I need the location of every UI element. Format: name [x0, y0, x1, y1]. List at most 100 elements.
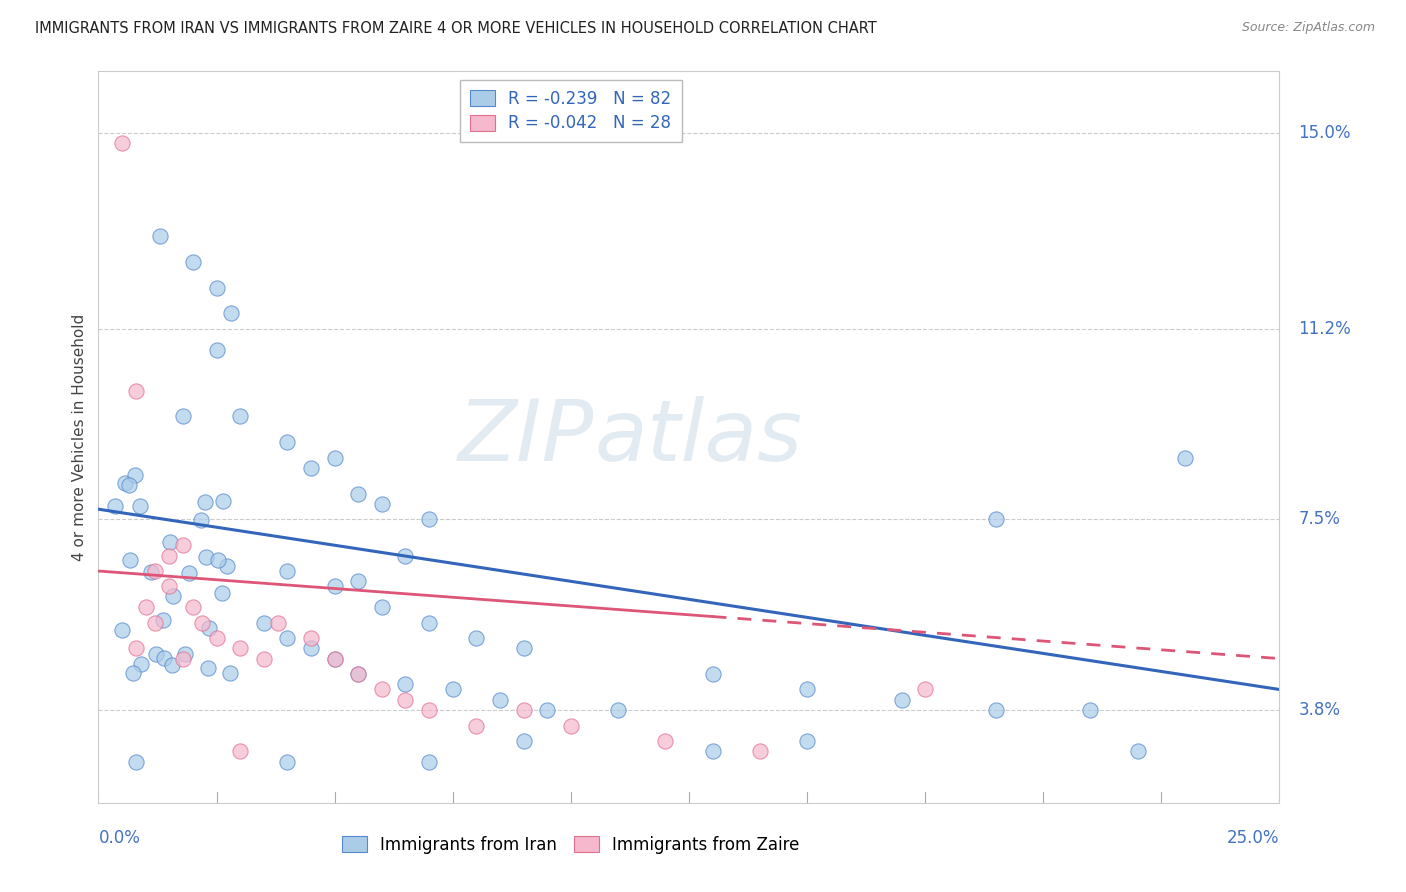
- Point: [181, 600, 204, 615]
- Point: [607, 703, 630, 717]
- Point: [1080, 703, 1102, 717]
- Text: 25.0%: 25.0%: [1227, 829, 1279, 847]
- Point: [560, 718, 582, 732]
- Point: [172, 651, 194, 665]
- Point: [394, 677, 416, 691]
- Point: [207, 553, 229, 567]
- Text: 15.0%: 15.0%: [1298, 124, 1351, 142]
- Point: [536, 703, 558, 717]
- Point: [418, 512, 440, 526]
- Point: [194, 495, 217, 509]
- Point: [323, 651, 346, 665]
- Point: [512, 641, 534, 656]
- Point: [347, 574, 370, 589]
- Point: [211, 585, 233, 599]
- Point: [796, 734, 818, 748]
- Point: [114, 475, 136, 490]
- Point: [219, 306, 242, 320]
- Point: [394, 549, 416, 563]
- Point: [229, 409, 252, 424]
- Point: [118, 478, 141, 492]
- Point: [267, 615, 290, 630]
- Point: [197, 660, 219, 674]
- Point: [347, 667, 370, 681]
- Point: [212, 494, 235, 508]
- Point: [512, 734, 534, 748]
- Point: [748, 744, 770, 758]
- Point: [229, 641, 252, 656]
- Text: 7.5%: 7.5%: [1298, 510, 1340, 528]
- Point: [914, 682, 936, 697]
- Point: [141, 565, 163, 579]
- Point: [205, 631, 228, 645]
- Point: [276, 631, 298, 645]
- Point: [122, 665, 145, 680]
- Point: [125, 755, 148, 769]
- Point: [143, 564, 166, 578]
- Point: [205, 281, 228, 295]
- Text: IMMIGRANTS FROM IRAN VS IMMIGRANTS FROM ZAIRE 4 OR MORE VEHICLES IN HOUSEHOLD CO: IMMIGRANTS FROM IRAN VS IMMIGRANTS FROM …: [35, 21, 877, 36]
- Point: [177, 566, 200, 581]
- Point: [276, 564, 298, 578]
- Legend: Immigrants from Iran, Immigrants from Zaire: Immigrants from Iran, Immigrants from Za…: [336, 829, 806, 860]
- Point: [323, 579, 346, 593]
- Point: [253, 615, 276, 630]
- Point: [217, 559, 239, 574]
- Point: [347, 487, 370, 501]
- Point: [125, 641, 148, 656]
- Point: [129, 657, 152, 672]
- Text: Source: ZipAtlas.com: Source: ZipAtlas.com: [1241, 21, 1375, 34]
- Point: [253, 651, 276, 665]
- Point: [276, 755, 298, 769]
- Point: [1174, 450, 1197, 465]
- Point: [143, 615, 166, 630]
- Point: [418, 703, 440, 717]
- Point: [347, 667, 370, 681]
- Point: [157, 579, 180, 593]
- Point: [124, 467, 146, 482]
- Point: [276, 435, 298, 450]
- Text: ZIP: ZIP: [458, 395, 595, 479]
- Point: [323, 450, 346, 465]
- Text: 0.0%: 0.0%: [98, 829, 141, 847]
- Point: [181, 255, 204, 269]
- Y-axis label: 4 or more Vehicles in Household: 4 or more Vehicles in Household: [72, 313, 87, 561]
- Point: [162, 589, 184, 603]
- Point: [129, 499, 152, 513]
- Point: [218, 665, 240, 680]
- Point: [152, 613, 174, 627]
- Point: [157, 549, 180, 563]
- Text: 3.8%: 3.8%: [1298, 701, 1340, 719]
- Point: [162, 658, 184, 673]
- Point: [195, 550, 218, 565]
- Point: [172, 538, 194, 552]
- Point: [796, 682, 818, 697]
- Point: [702, 744, 724, 758]
- Point: [418, 615, 440, 630]
- Point: [299, 631, 322, 645]
- Point: [489, 693, 512, 707]
- Point: [371, 682, 394, 697]
- Point: [191, 615, 214, 630]
- Point: [1126, 744, 1149, 758]
- Point: [190, 513, 212, 527]
- Point: [371, 600, 394, 615]
- Point: [145, 647, 167, 661]
- Point: [394, 693, 416, 707]
- Point: [299, 461, 322, 475]
- Point: [984, 512, 1007, 526]
- Point: [323, 651, 346, 665]
- Point: [111, 136, 134, 151]
- Point: [654, 734, 676, 748]
- Point: [984, 703, 1007, 717]
- Point: [120, 553, 142, 567]
- Point: [465, 631, 488, 645]
- Point: [197, 621, 219, 635]
- Point: [229, 744, 252, 758]
- Point: [890, 693, 912, 707]
- Point: [371, 497, 394, 511]
- Point: [512, 703, 534, 717]
- Point: [174, 648, 197, 662]
- Point: [465, 718, 488, 732]
- Point: [441, 682, 464, 697]
